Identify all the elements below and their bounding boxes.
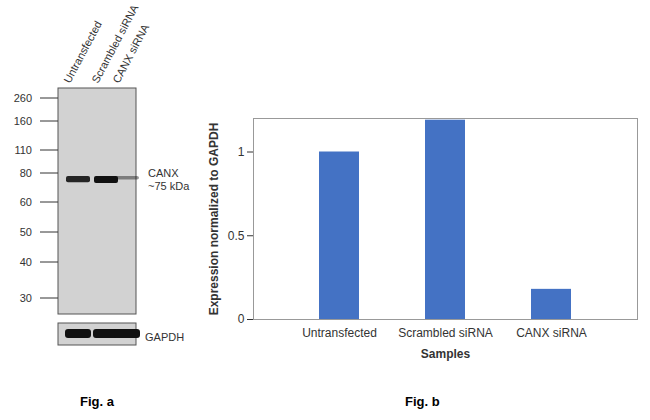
svg-text:260: 260 [14,92,32,104]
svg-text:60: 60 [20,196,32,208]
svg-text:CANX siRNA: CANX siRNA [516,326,587,340]
svg-text:Scrambled siRNA: Scrambled siRNA [89,2,141,85]
svg-text:Expression normalized to GAPDH: Expression normalized to GAPDH [207,123,221,316]
svg-text:CANX: CANX [148,167,179,179]
svg-text:50: 50 [20,226,32,238]
svg-text:GAPDH: GAPDH [145,331,184,343]
svg-text:160: 160 [14,115,32,127]
svg-text:0: 0 [238,312,245,326]
svg-text:Untransfected: Untransfected [61,18,104,85]
svg-text:0.5: 0.5 [228,229,245,243]
svg-text:~75 kDa: ~75 kDa [148,180,190,192]
html-text:Fig. b: Fig. b [405,394,440,409]
svg-text:1: 1 [238,145,245,159]
html-text:Fig. a: Fig. a [80,394,114,409]
svg-text:30: 30 [20,292,32,304]
svg-text:Scrambled siRNA: Scrambled siRNA [398,326,493,340]
svg-text:40: 40 [20,256,32,268]
svg-text:Untransfected: Untransfected [302,326,377,340]
svg-text:CANX siRNA: CANX siRNA [110,22,151,85]
svg-text:Samples: Samples [421,347,471,361]
svg-text:80: 80 [20,167,32,179]
svg-text:110: 110 [14,144,32,156]
